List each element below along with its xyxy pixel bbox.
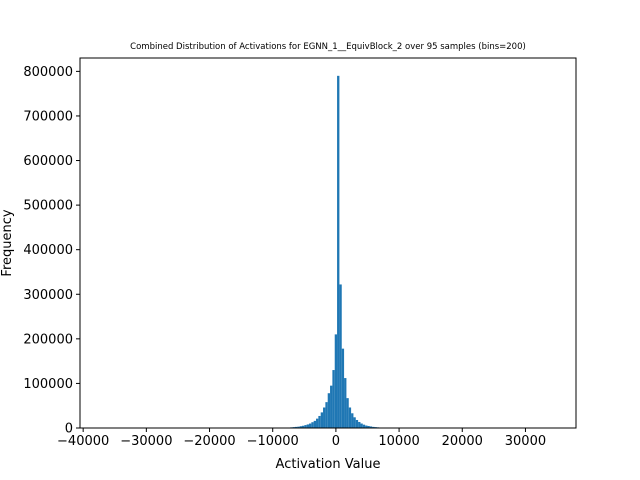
histogram-bar xyxy=(327,393,331,428)
y-tick-label: 700000 xyxy=(23,109,73,124)
histogram-bar xyxy=(334,334,338,428)
y-tick-label: 500000 xyxy=(23,199,73,214)
x-tick-label: −30000 xyxy=(120,434,172,449)
y-tick-label: 100000 xyxy=(23,377,73,392)
histogram-bar xyxy=(320,412,324,428)
x-tick-label: 30000 xyxy=(505,434,546,449)
histogram-bar xyxy=(341,348,345,428)
histogram-bar xyxy=(316,418,319,428)
x-tick-label: 10000 xyxy=(378,434,419,449)
histogram-bar xyxy=(369,426,373,428)
histogram-bar xyxy=(353,417,356,428)
plot-frame xyxy=(79,57,577,429)
x-tick-label: −10000 xyxy=(247,434,299,449)
x-tick-label: 0 xyxy=(332,434,340,449)
y-tick-label: 0 xyxy=(65,422,73,437)
histogram-bar xyxy=(311,422,314,428)
y-tick-label: 600000 xyxy=(23,154,73,169)
histogram-bar xyxy=(332,370,335,428)
histogram-bar xyxy=(360,423,363,428)
x-tick-label: 20000 xyxy=(442,434,483,449)
histogram-bar xyxy=(330,385,333,428)
histogram-bar xyxy=(344,378,347,428)
histogram-bar xyxy=(297,426,300,428)
histogram-bar xyxy=(372,426,375,428)
x-axis: −40000 −30000 −20000 −10000 0 10000 20000 30000 xyxy=(57,428,546,449)
x-tick-label: −40000 xyxy=(57,434,109,449)
histogram-bar xyxy=(351,413,354,428)
histogram-bar xyxy=(294,426,298,428)
histogram-bar xyxy=(299,426,302,428)
histogram-bar xyxy=(313,420,317,428)
y-tick-label: 400000 xyxy=(23,243,73,258)
histogram-bars xyxy=(287,75,382,428)
histogram-bar xyxy=(304,425,307,428)
histogram-bar xyxy=(306,424,310,428)
histogram-bar xyxy=(325,402,328,428)
y-tick-label: 300000 xyxy=(23,288,73,303)
histogram-bar xyxy=(337,75,340,428)
y-axis: 0 100000 200000 300000 400000 500000 600000 700… xyxy=(23,65,80,437)
histogram-bar xyxy=(318,415,321,428)
chart-title: Combined Distribution of Activations for… xyxy=(130,42,526,52)
histogram-bar xyxy=(358,421,361,428)
histogram-bar xyxy=(309,423,312,428)
x-axis-title: Activation Value xyxy=(276,457,381,472)
x-tick-label: −20000 xyxy=(183,434,235,449)
histogram-bar xyxy=(365,425,368,428)
histogram-bar xyxy=(348,407,352,428)
histogram-bar xyxy=(301,425,305,428)
histogram-bar xyxy=(362,424,366,428)
histogram-bar xyxy=(339,284,342,428)
histogram-bar xyxy=(346,398,349,428)
y-tick-label: 200000 xyxy=(23,332,73,347)
histogram-bar xyxy=(323,407,326,428)
y-tick-label: 800000 xyxy=(23,65,73,80)
histogram-bar xyxy=(367,425,370,428)
y-axis-title: Frequency xyxy=(0,209,15,276)
histogram-bar xyxy=(355,419,359,428)
